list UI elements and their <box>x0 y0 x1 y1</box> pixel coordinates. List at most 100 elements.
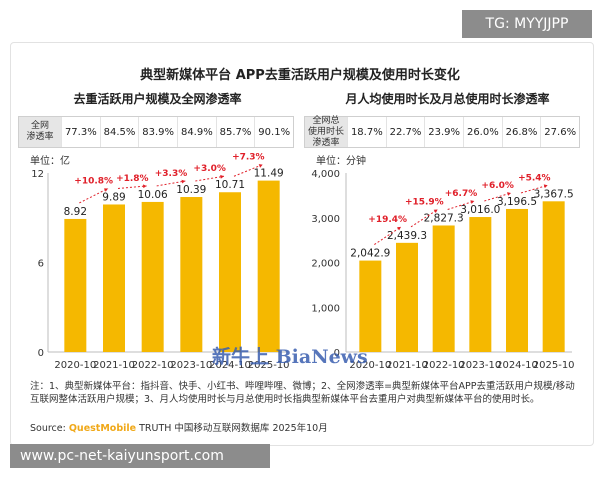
left-growth-label: +7.3% <box>232 153 265 163</box>
watermark-text: 新牛上 BiaNews <box>212 346 368 368</box>
right-rate-cell: 18.7% <box>347 117 386 147</box>
right-growth-label: +5.4% <box>518 173 551 183</box>
right-panel-title: 月人均使用时长及月总使用时长渗透率 <box>345 92 550 106</box>
right-value-label: 3,196.5 <box>497 196 537 208</box>
left-y-tick-label: 0 <box>38 348 44 359</box>
left-x-tick-label: 2022-10 <box>132 360 174 371</box>
right-rate-cell: 27.6% <box>540 117 579 147</box>
right-x-tick-label: 2023-10 <box>459 360 501 371</box>
right-y-tick-label: 2,000 <box>311 259 340 270</box>
left-rate-cell: 84.5% <box>99 117 139 147</box>
left-value-label: 10.39 <box>176 184 206 196</box>
left-bar <box>64 218 87 352</box>
right-x-tick-label: 2022-10 <box>423 360 465 371</box>
left-y-tick-label: 12 <box>31 169 44 180</box>
right-bar <box>542 201 565 352</box>
left-x-tick-label: 2023-10 <box>170 360 212 371</box>
left-value-label: 9.89 <box>102 191 125 203</box>
footer-url: www.pc-net-kaiyunsport.com <box>10 444 270 468</box>
right-growth-label: +6.7% <box>445 189 478 199</box>
footnotes: 注：1、典型新媒体平台：指抖音、快手、小红书、哔哩哔哩、微博；2、全网渗透率=典… <box>30 381 575 405</box>
source-text: TRUTH 中国移动互联网数据库 2025年10月 <box>136 423 328 434</box>
right-y-tick-label: 1,000 <box>311 303 340 314</box>
right-rate-label: 全网总 使用时长 渗透率 <box>305 116 347 148</box>
right-growth-arrow <box>484 192 512 202</box>
left-bar <box>141 201 164 352</box>
left-value-label: 10.06 <box>138 189 168 201</box>
right-x-tick-label: 2025-10 <box>533 360 575 371</box>
right-unit-label: 单位：分钟 <box>316 156 366 167</box>
right-rate-cell: 26.0% <box>463 117 502 147</box>
right-rate-label-line: 使用时长 <box>307 126 344 137</box>
right-value-label: 3,367.5 <box>534 188 574 200</box>
right-y-tick-label: 3,000 <box>311 214 340 225</box>
right-value-label: 2,827.3 <box>424 212 464 224</box>
right-x-tick-label: 2024-10 <box>496 360 538 371</box>
right-rate-cell: 22.7% <box>385 117 425 147</box>
left-growth-arrow <box>195 175 225 182</box>
right-growth-label: +15.9% <box>405 197 444 207</box>
left-x-tick-label: 2021-10 <box>93 360 135 371</box>
left-growth-label: +3.3% <box>155 169 188 179</box>
right-bar <box>359 260 382 352</box>
main-title: 典型新媒体平台 APP去重活跃用户规模及使用时长变化 <box>140 68 460 83</box>
left-x-tick-label: 2024-10 <box>209 360 251 371</box>
left-rate-cell: 84.9% <box>177 117 216 147</box>
right-growth-label: +6.0% <box>481 181 514 191</box>
left-growth-arrow <box>233 164 263 177</box>
right-bar <box>469 217 492 352</box>
left-bar <box>180 197 203 352</box>
left-y-tick-label: 6 <box>38 259 44 270</box>
left-bar <box>103 204 125 352</box>
right-growth-arrowhead <box>543 184 548 189</box>
right-rate-label-line: 渗透率 <box>312 137 340 148</box>
right-bar <box>396 242 418 352</box>
right-x-tick-label: 2020-10 <box>349 360 391 371</box>
source-prefix: Source: <box>30 423 69 434</box>
left-growth-arrowhead <box>220 174 224 179</box>
right-growth-arrowhead <box>397 226 401 231</box>
left-growth-label: +10.8% <box>74 176 113 186</box>
right-y-tick-label: 4,000 <box>311 169 340 180</box>
right-growth-arrowhead <box>507 192 511 196</box>
right-growth-arrow <box>374 226 402 245</box>
right-rate-cell: 23.9% <box>424 117 463 147</box>
left-unit-label: 单位：亿 <box>30 156 70 167</box>
left-rate-cell: 83.9% <box>138 117 177 147</box>
left-value-label: 11.49 <box>254 168 284 180</box>
left-rate-label-line: 全网 <box>30 121 49 131</box>
left-rate-cell: 85.7% <box>215 117 255 147</box>
right-value-label: 3,016.0 <box>460 204 500 216</box>
left-growth-arrowhead <box>104 188 108 192</box>
right-growth-label: +19.4% <box>368 215 407 225</box>
right-value-label: 2,042.9 <box>350 248 390 260</box>
source-brand: QuestMobile <box>68 423 137 434</box>
right-rate-cell: 26.8% <box>501 117 541 147</box>
right-bar <box>506 208 528 352</box>
right-bar <box>432 225 455 352</box>
overlay-tag: TG: MYYJJPP <box>462 10 592 38</box>
left-rate-table: 全网 渗透率 77.3% 84.5% 83.9% 84.9% 85.7% 90.1… <box>18 116 294 148</box>
left-growth-arrow <box>156 180 186 187</box>
right-y-tick-label: 0 <box>334 348 340 359</box>
left-rate-cell: 77.3% <box>61 117 100 147</box>
left-x-tick-label: 2020-10 <box>54 360 96 371</box>
left-growth-arrow <box>79 188 109 204</box>
right-rate-table: 全网总 使用时长 渗透率 18.7% 22.7% 23.9% 26.0% 26.8%… <box>304 116 580 148</box>
left-x-tick-label: 2025-10 <box>248 360 290 371</box>
left-rate-label: 全网 渗透率 <box>19 117 61 147</box>
source-line: Source: QuestMobile TRUTH 中国移动互联网数据库 202… <box>30 420 328 434</box>
left-growth-arrowhead <box>143 184 147 189</box>
left-growth-arrowhead <box>258 164 263 168</box>
right-x-tick-label: 2021-10 <box>386 360 428 371</box>
right-value-label: 2,439.3 <box>387 230 427 242</box>
right-growth-arrow <box>447 200 475 210</box>
right-growth-arrowhead <box>470 200 475 204</box>
left-growth-label: +1.8% <box>116 174 149 184</box>
left-growth-arrow <box>117 185 147 189</box>
left-bar <box>219 192 241 352</box>
left-value-label: 8.92 <box>64 206 87 218</box>
left-rate-cell: 90.1% <box>254 117 293 147</box>
left-growth-arrowhead <box>181 179 186 184</box>
